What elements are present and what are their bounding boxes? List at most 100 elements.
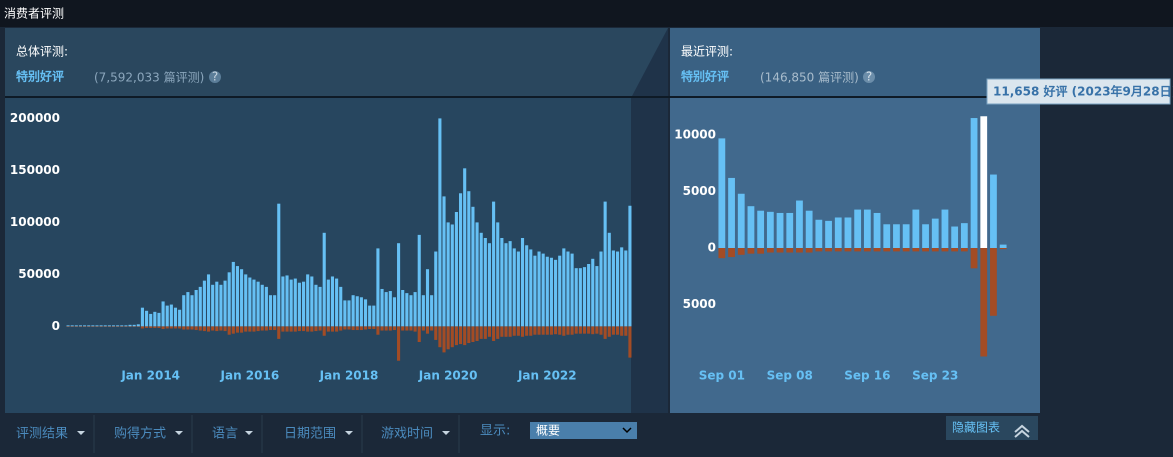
bar (182, 326, 186, 330)
bar (359, 297, 363, 327)
bar (355, 296, 359, 327)
bar (264, 326, 268, 331)
bar (863, 248, 871, 252)
hide-button[interactable] (946, 416, 1038, 440)
bar (107, 325, 111, 327)
help-icon[interactable] (863, 71, 875, 83)
bar (392, 326, 396, 331)
display-select[interactable] (530, 422, 637, 439)
bar (120, 325, 124, 327)
bar (136, 324, 140, 327)
collapse-icon[interactable] (1014, 424, 1030, 438)
bar (256, 326, 260, 332)
bar (397, 243, 401, 327)
overall-count: (7,592,033 篇评测) (94, 70, 204, 85)
display-value[interactable]: 概要 (536, 424, 560, 438)
bar (140, 307, 144, 327)
bar (198, 326, 202, 331)
bar (306, 326, 310, 332)
bar (173, 326, 178, 329)
bar (260, 326, 264, 331)
bar (558, 326, 562, 335)
bar (248, 277, 252, 327)
bar (434, 251, 438, 327)
display-label: 显示: (480, 424, 510, 439)
bar (161, 301, 165, 327)
x-tick-label: Sep 08 (767, 369, 813, 383)
bar (854, 248, 862, 252)
bar (128, 324, 132, 327)
bar (931, 218, 939, 248)
bar (430, 326, 434, 331)
bar (467, 326, 471, 344)
bar (549, 257, 553, 327)
bar (570, 326, 574, 335)
y-tick-label: 5000 (683, 297, 716, 311)
bar (178, 326, 182, 329)
bar (922, 224, 929, 248)
bar (111, 325, 116, 327)
hide-button-text[interactable]: 隐藏图表 (952, 421, 1000, 435)
filter-dropdown[interactable]: 语言 (212, 427, 238, 442)
bar (492, 326, 496, 341)
bar (392, 297, 396, 327)
bar (194, 326, 198, 331)
bar (91, 325, 95, 327)
bar (215, 326, 219, 332)
bar (314, 284, 318, 327)
bar (306, 274, 310, 327)
bar (512, 248, 516, 327)
bar (351, 326, 355, 331)
bar (960, 248, 968, 252)
bar (591, 326, 595, 335)
bar (582, 267, 587, 327)
bar (78, 325, 83, 327)
bar (504, 243, 508, 327)
bar (223, 280, 227, 327)
tooltip-box (986, 78, 1171, 105)
bar (285, 275, 289, 327)
filter-dropdown[interactable]: 游戏时间 (381, 427, 433, 442)
bar (599, 326, 603, 335)
select-arrow[interactable] (622, 427, 632, 434)
dropdown-arrow[interactable] (245, 431, 253, 435)
help-text[interactable]: ? (212, 70, 218, 84)
dropdown-arrow[interactable] (345, 431, 353, 435)
bar (421, 326, 425, 331)
overall-label: 总体评测: (16, 45, 68, 59)
dropdown-arrow[interactable] (175, 431, 183, 435)
bar (78, 326, 83, 327)
bar (554, 259, 558, 327)
help-icon[interactable] (209, 71, 221, 83)
bar (578, 268, 582, 327)
filter-dropdown[interactable]: 购得方式 (114, 426, 166, 442)
bar (960, 223, 968, 248)
bar (182, 295, 186, 327)
bar (310, 326, 314, 332)
bar (157, 326, 161, 328)
bar (165, 305, 169, 327)
bar (318, 286, 322, 327)
filter-dropdown[interactable]: 日期范围 (284, 427, 336, 442)
bar (124, 325, 128, 327)
help-text[interactable]: ? (866, 70, 872, 84)
bar (244, 274, 248, 327)
bar (252, 279, 256, 327)
bar (322, 326, 326, 336)
bar (409, 295, 413, 327)
bar (240, 269, 244, 327)
bar (970, 248, 978, 269)
bar (525, 245, 529, 327)
bar (931, 248, 939, 252)
y-tick-label: 150000 (10, 163, 60, 177)
dropdown-arrow[interactable] (442, 431, 450, 435)
bar (413, 326, 417, 332)
tooltip-text: 11,658 好评 (2023年9月28日) (993, 84, 1173, 99)
bar (883, 248, 891, 252)
bar (363, 326, 368, 330)
dropdown-arrow[interactable] (77, 431, 85, 435)
bar (310, 276, 314, 327)
bar (215, 281, 219, 327)
filter-dropdown[interactable]: 评测结果 (16, 427, 68, 442)
bar (825, 248, 832, 252)
